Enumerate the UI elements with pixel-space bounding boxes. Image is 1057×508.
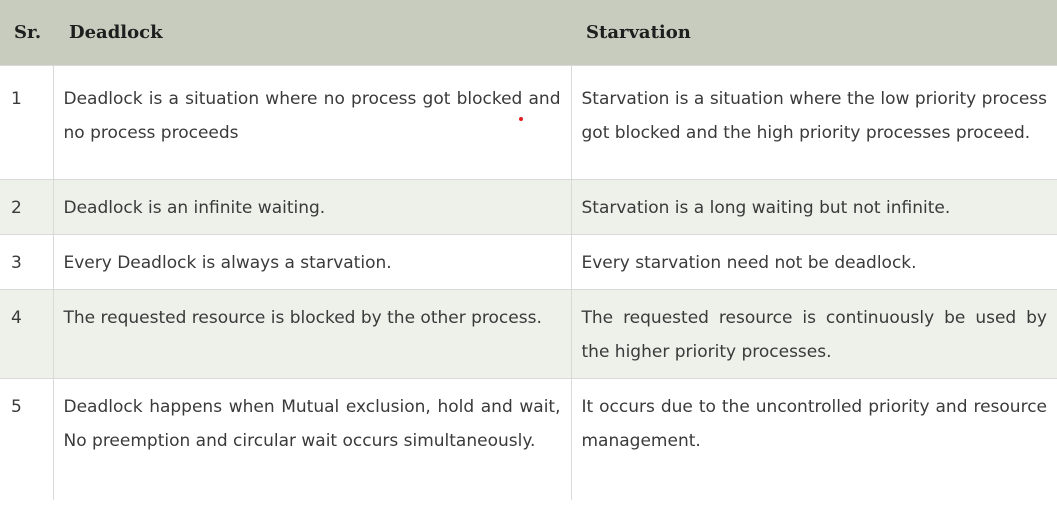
table-header: Sr. Deadlock Starvation xyxy=(0,0,1057,65)
row-number: 3 xyxy=(11,252,22,273)
starvation-cell: Every starvation need not be deadlock. xyxy=(570,234,1057,289)
table-row: 5 Deadlock happens when Mutual exclusion… xyxy=(0,378,1057,500)
row-number: 5 xyxy=(11,396,22,417)
row-number: 1 xyxy=(11,88,22,109)
table-row: 3 Every Deadlock is always a starvation.… xyxy=(0,234,1057,289)
starvation-cell: It occurs due to the uncontrolled priori… xyxy=(570,378,1057,500)
starvation-cell: Starvation is a situation where the low … xyxy=(570,65,1057,179)
starvation-cell: The requested resource is continuously b… xyxy=(570,289,1057,378)
header-row: Sr. Deadlock Starvation xyxy=(0,0,1057,65)
row-number: 2 xyxy=(11,197,22,218)
table-row: 4 The requested resource is blocked by t… xyxy=(0,289,1057,378)
header-sr: Sr. xyxy=(14,21,42,43)
deadlock-cell: Deadlock happens when Mutual exclusion, … xyxy=(52,378,571,500)
deadlock-cell: Every Deadlock is always a starvation. xyxy=(52,234,571,289)
header-deadlock: Deadlock xyxy=(69,21,163,43)
table-row: 1 Deadlock is a situation where no proce… xyxy=(0,65,1057,179)
deadlock-cell: Deadlock is an infinite waiting. xyxy=(52,179,571,234)
deadlock-cell: Deadlock is a situation where no process… xyxy=(52,65,571,179)
table-body: 1 Deadlock is a situation where no proce… xyxy=(0,65,1057,500)
marker-dot xyxy=(519,117,523,121)
table-row: 2 Deadlock is an infinite waiting. Starv… xyxy=(0,179,1057,234)
header-starvation: Starvation xyxy=(586,21,691,43)
row-number: 4 xyxy=(11,307,22,328)
starvation-cell: Starvation is a long waiting but not inf… xyxy=(570,179,1057,234)
deadlock-cell: The requested resource is blocked by the… xyxy=(52,289,571,378)
